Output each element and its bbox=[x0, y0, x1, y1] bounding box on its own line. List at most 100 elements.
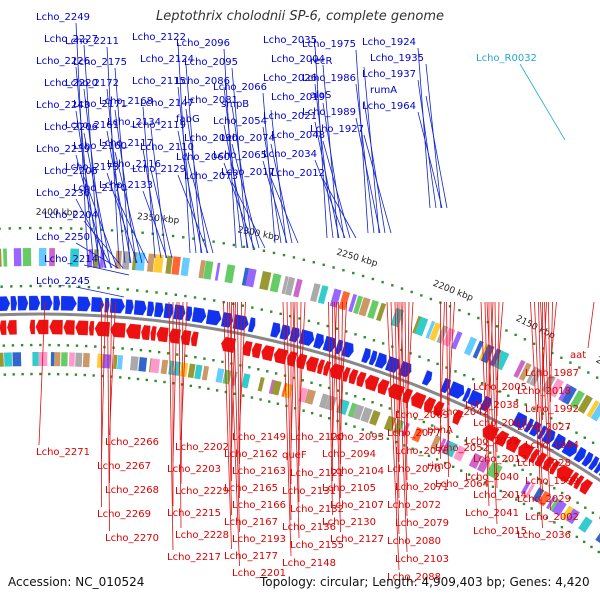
scale-tick-dot bbox=[194, 356, 197, 359]
scale-tick-dot bbox=[18, 226, 22, 230]
gene-category-block bbox=[569, 390, 585, 410]
scale-tick-dot bbox=[578, 366, 581, 369]
gene-category-block bbox=[520, 480, 531, 495]
gene-category-block bbox=[347, 402, 357, 418]
scale-tick-dot bbox=[193, 296, 197, 299]
gene-category-block bbox=[75, 352, 83, 367]
forward-gene-label: Lcho_2021 bbox=[263, 111, 317, 122]
scale-tick-dot bbox=[319, 384, 322, 387]
gene-category-block bbox=[353, 295, 364, 315]
scale-tick-dot bbox=[202, 238, 205, 242]
scale-tick-dot bbox=[575, 431, 578, 434]
reverse-gene-label: Lcho_2027 bbox=[517, 422, 571, 433]
gene-category-block bbox=[0, 352, 4, 367]
gene-category-block bbox=[549, 497, 561, 512]
gene-leader-line bbox=[223, 162, 255, 249]
forward-gene-label: Lcho_2122 bbox=[132, 32, 186, 43]
gene-leader-line bbox=[296, 301, 300, 503]
gene-leader-line bbox=[185, 152, 214, 254]
gene-category-block bbox=[348, 293, 358, 313]
scale-tick-dot bbox=[467, 312, 471, 316]
reverse-gene-label: Lcho_2093 bbox=[330, 432, 384, 443]
scale-tick-dot bbox=[489, 451, 492, 454]
forward-gene-arrow bbox=[361, 347, 371, 364]
scale-tick-dot bbox=[39, 343, 42, 347]
scale-tick-dot bbox=[411, 447, 414, 450]
gene-category-block bbox=[138, 357, 148, 372]
scale-tick-dot bbox=[272, 251, 276, 255]
scale-tick-dot bbox=[468, 473, 471, 476]
forward-gene-label: Lcho_2115 bbox=[132, 76, 186, 87]
scale-tick-dot bbox=[29, 284, 32, 288]
reverse-gene-label: Lcho_2064 bbox=[435, 479, 489, 490]
gene-category-block bbox=[352, 404, 365, 420]
forward-gene-arrow bbox=[205, 309, 222, 326]
gene-category-block bbox=[268, 379, 276, 394]
scale-tick-dot bbox=[110, 229, 114, 232]
gene-category-block bbox=[271, 380, 282, 396]
scale-tick-dot bbox=[56, 372, 60, 376]
scale-tick-dot bbox=[568, 530, 571, 534]
gene-category-block bbox=[319, 393, 329, 409]
reverse-gene-arrow bbox=[323, 361, 332, 377]
gene-leader-line bbox=[396, 301, 408, 553]
scale-tick-dot bbox=[139, 348, 143, 352]
scale-tick-dot bbox=[39, 226, 42, 230]
scale-tick-dot bbox=[302, 409, 305, 412]
scale-tick-dot bbox=[65, 373, 69, 376]
gene-leader-line bbox=[292, 301, 300, 539]
scale-tick-dot bbox=[207, 387, 210, 390]
gene-category-block bbox=[525, 483, 535, 498]
reverse-gene-label: Lcho_2002 bbox=[525, 512, 579, 523]
gene-leader-line bbox=[363, 100, 386, 234]
gene-leader-line bbox=[314, 45, 328, 239]
gene-leader-line bbox=[114, 151, 143, 264]
gene-leader-line bbox=[587, 301, 595, 349]
forward-gene-label: alaS bbox=[310, 90, 331, 101]
scale-tick-dot bbox=[155, 291, 158, 294]
forward-gene-label: Lcho_2026 bbox=[263, 73, 317, 84]
gene-category-block bbox=[12, 352, 22, 367]
reverse-gene-arrow bbox=[141, 325, 151, 341]
gene-leader-line bbox=[355, 117, 381, 234]
gene-category-block bbox=[269, 273, 282, 293]
scale-tick-dot bbox=[397, 410, 400, 413]
reverse-gene-label: Lcho_2165 bbox=[224, 483, 278, 494]
forward-gene-arrow bbox=[40, 295, 53, 311]
reverse-gene-label: Lcho_2015 bbox=[473, 526, 527, 537]
gene-category-block bbox=[165, 255, 173, 274]
forward-gene-label: Lcho_2227 bbox=[44, 34, 98, 45]
scale-tick-dot bbox=[587, 371, 590, 374]
reverse-gene-arrow bbox=[94, 321, 111, 337]
reverse-gene-label: Lcho_2018 bbox=[517, 386, 571, 397]
gene-leader-line bbox=[75, 110, 101, 269]
reverse-gene-label: Lcho_2136 bbox=[282, 522, 336, 533]
scale-tick-dot bbox=[551, 351, 554, 355]
gene-category-block bbox=[561, 505, 574, 521]
scale-tick-dot bbox=[530, 507, 533, 510]
scale-tick-dot bbox=[100, 228, 103, 231]
gene-category-block bbox=[425, 320, 436, 339]
gene-category-block bbox=[577, 394, 593, 414]
forward-gene-label: Lcho_2086 bbox=[176, 76, 230, 87]
scale-tick-dot bbox=[435, 458, 439, 461]
gene-leader-line bbox=[332, 301, 337, 448]
accession-label: Accession: NC_010524 bbox=[8, 575, 145, 589]
scale-tick-dot bbox=[429, 297, 433, 301]
scale-tick-dot bbox=[310, 411, 314, 415]
reverse-gene-arrow bbox=[168, 328, 181, 344]
kbp-tick-label: 2100 kbp bbox=[594, 355, 600, 385]
reverse-gene-label: Lcho_2094 bbox=[322, 449, 376, 460]
scale-tick-dot bbox=[185, 354, 188, 358]
reverse-gene-label: Lcho_2107 bbox=[330, 500, 384, 511]
scale-tick-dot bbox=[505, 329, 508, 332]
scale-tick-dot bbox=[66, 344, 70, 347]
reverse-gene-label: Lcho_2149 bbox=[232, 432, 286, 443]
forward-gene-label: Lcho_2205 bbox=[44, 166, 98, 177]
gene-category-block bbox=[201, 365, 210, 381]
kbp-tick-label: 2200 kbp bbox=[431, 279, 474, 304]
forward-gene-arrow bbox=[91, 297, 105, 313]
scale-tick-dot bbox=[317, 322, 320, 325]
gene-category-block bbox=[412, 315, 422, 334]
scale-tick-dot bbox=[141, 231, 144, 234]
